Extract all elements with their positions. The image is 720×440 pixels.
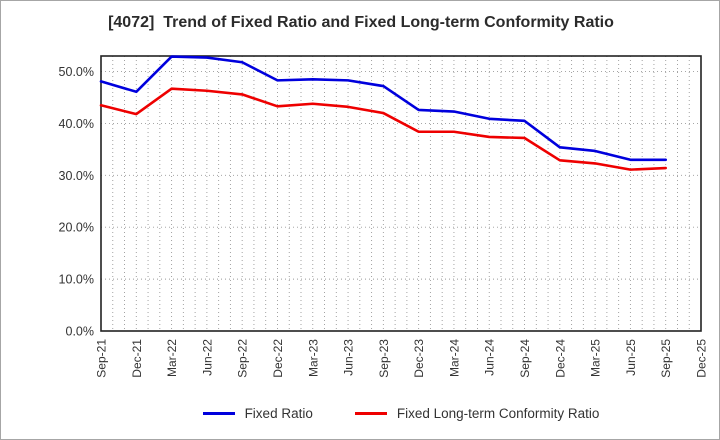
x-tick-label: Sep-23 bbox=[377, 339, 391, 378]
y-tick-label: 50.0% bbox=[59, 65, 94, 79]
x-tick-label: Sep-21 bbox=[95, 339, 109, 378]
legend-item-fixed-ratio: Fixed Ratio bbox=[202, 406, 313, 421]
y-tick-label: 20.0% bbox=[59, 221, 94, 235]
chart-legend: Fixed Ratio Fixed Long-term Conformity R… bbox=[101, 406, 701, 421]
x-tick-label: Sep-24 bbox=[518, 339, 532, 378]
fixed-long-term-conformity-ratio-line-swatch bbox=[354, 412, 387, 415]
x-tick-label: Sep-22 bbox=[236, 339, 250, 378]
x-tick-label: Dec-21 bbox=[130, 339, 144, 378]
x-tick-label: Dec-24 bbox=[553, 339, 567, 378]
x-tick-label: Sep-25 bbox=[659, 339, 673, 378]
x-tick-label: Mar-24 bbox=[447, 339, 461, 377]
y-tick-label: 40.0% bbox=[59, 117, 94, 131]
y-tick-label: 0.0% bbox=[66, 325, 95, 339]
x-tick-label: Jun-22 bbox=[200, 339, 214, 376]
x-tick-label: Dec-25 bbox=[695, 339, 709, 378]
x-tick-label: Mar-25 bbox=[589, 339, 603, 377]
fixed-ratio-line-swatch bbox=[202, 412, 235, 415]
y-tick-label: 10.0% bbox=[59, 273, 94, 287]
legend-label: Fixed Long-term Conformity Ratio bbox=[396, 406, 600, 421]
x-tick-label: Jun-23 bbox=[342, 339, 356, 376]
x-tick-label: Mar-23 bbox=[306, 339, 320, 377]
y-tick-label: 30.0% bbox=[59, 169, 94, 183]
x-tick-label: Jun-25 bbox=[624, 339, 638, 376]
x-tick-label: Mar-22 bbox=[165, 339, 179, 377]
legend-item-fixed-long-term-conformity-ratio: Fixed Long-term Conformity Ratio bbox=[354, 406, 600, 421]
legend-label: Fixed Ratio bbox=[244, 406, 313, 421]
chart-title: [4072] Trend of Fixed Ratio and Fixed Lo… bbox=[108, 14, 614, 31]
x-tick-label: Jun-24 bbox=[483, 339, 497, 376]
x-tick-label: Dec-23 bbox=[412, 339, 426, 378]
x-tick-label: Dec-22 bbox=[271, 339, 285, 378]
